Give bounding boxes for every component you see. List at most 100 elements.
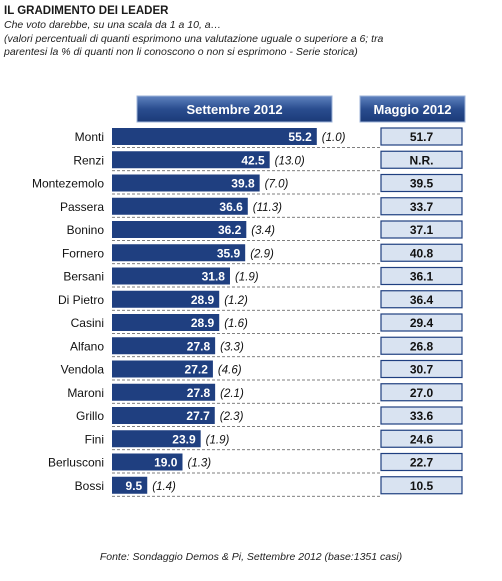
previous-value-box: [380, 220, 463, 239]
previous-value-box: [380, 476, 463, 495]
bar-value-label: 55.2: [288, 130, 312, 144]
previous-value-label: 37.1: [410, 223, 434, 237]
unknown-percent-label: (1.0): [322, 132, 346, 144]
unknown-percent-label: (11.3): [253, 202, 282, 214]
bar-value-label: 35.9: [217, 246, 241, 260]
previous-value-label: 24.6: [410, 432, 434, 446]
unknown-percent-label: (2.9): [250, 248, 274, 260]
bar: [112, 453, 183, 471]
unknown-percent-label: (1.2): [224, 295, 248, 307]
bar-value-label: 27.8: [187, 386, 211, 400]
category-label: Casini: [71, 316, 104, 330]
previous-value-label: 26.8: [410, 339, 434, 353]
previous-value-box: [380, 173, 463, 193]
bar-value-label: 31.8: [202, 270, 226, 284]
bar-value-label: 39.8: [231, 177, 255, 191]
previous-value-box: [380, 243, 463, 262]
previous-value-label: 39.5: [410, 177, 434, 191]
bar: [112, 197, 248, 215]
category-label: Montezemolo: [32, 177, 104, 191]
previous-value-label: N.R.: [410, 153, 434, 167]
bar: [112, 174, 260, 192]
category-label: Passera: [60, 200, 104, 214]
unknown-percent-label: (1.9): [235, 272, 259, 284]
bar-value-label: 28.9: [191, 293, 215, 307]
unknown-percent-label: (2.1): [220, 388, 244, 400]
category-label: Monti: [75, 130, 104, 144]
previous-value-label: 33.6: [410, 409, 434, 423]
bar: [112, 244, 246, 262]
source-note: Fonte: Sondaggio Demos & Pi, Settembre 2…: [99, 551, 403, 563]
bar: [112, 407, 215, 424]
category-label: Fini: [85, 432, 104, 446]
unknown-percent-label: (1.6): [224, 318, 248, 330]
previous-value-label: 36.4: [410, 293, 434, 307]
bar-value-label: 27.2: [185, 363, 209, 377]
bar-value-label: 36.6: [219, 200, 243, 214]
previous-value-box: [380, 429, 463, 448]
category-label: Grillo: [76, 409, 104, 423]
previous-value-label: 22.7: [410, 456, 434, 470]
category-label: Maroni: [67, 386, 104, 400]
category-label: Vendola: [61, 363, 105, 377]
previous-value-label: 29.4: [410, 316, 434, 330]
chart-subtitle-line-2: (valori percentuali di quanti esprimono …: [4, 33, 384, 45]
category-label: Bersani: [63, 270, 104, 284]
unknown-percent-label: (1.3): [187, 458, 211, 470]
series-header-september: Settembre 2012: [186, 102, 282, 117]
previous-value-box: [380, 336, 463, 355]
category-label: Bonino: [67, 223, 105, 237]
bar-value-label: 19.0: [154, 456, 178, 470]
bar: [112, 360, 213, 378]
category-label: Alfano: [70, 339, 104, 353]
previous-value-label: 51.7: [410, 130, 434, 144]
previous-value-label: 30.7: [410, 363, 434, 377]
bar: [112, 337, 216, 355]
previous-value-box: [380, 150, 463, 169]
previous-value-label: 10.5: [410, 479, 434, 493]
bar: [112, 290, 220, 308]
previous-value-box: [380, 406, 463, 425]
bar: [112, 314, 220, 331]
previous-value-label: 33.7: [410, 200, 434, 214]
previous-value-box: [380, 383, 463, 402]
unknown-percent-label: (1.9): [206, 434, 230, 446]
series-header-may-bg: [359, 95, 466, 123]
previous-value-box: [380, 127, 463, 146]
bar: [112, 221, 247, 238]
unknown-percent-label: (7.0): [265, 179, 289, 191]
category-label: Fornero: [62, 246, 104, 260]
unknown-percent-label: (3.4): [251, 225, 275, 237]
unknown-percent-label: (13.0): [275, 155, 305, 167]
bar: [112, 151, 270, 169]
bar-value-label: 28.9: [191, 316, 215, 330]
unknown-percent-label: (3.3): [220, 341, 244, 353]
unknown-percent-label: (2.3): [220, 411, 244, 423]
bar-value-label: 27.8: [187, 339, 211, 353]
previous-value-box: [380, 266, 463, 286]
unknown-percent-label: (1.4): [152, 481, 176, 493]
bar: [112, 430, 201, 448]
bar: [112, 476, 148, 494]
bar-value-label: 36.2: [218, 223, 242, 237]
previous-value-box: [380, 313, 463, 332]
category-label: Renzi: [73, 153, 104, 167]
bar-value-label: 42.5: [241, 153, 265, 167]
previous-value-label: 40.8: [410, 246, 434, 260]
series-header-may: Maggio 2012: [373, 102, 451, 117]
category-label: Berlusconi: [48, 456, 104, 470]
bar-value-label: 23.9: [172, 432, 196, 446]
chart-title: IL GRADIMENTO DEI LEADER: [4, 5, 169, 17]
chart-subtitle-line-1: Che voto darebbe, su una scala da 1 a 10…: [4, 19, 222, 31]
previous-value-label: 27.0: [410, 386, 434, 400]
previous-value-box: [380, 452, 463, 472]
previous-value-box: [380, 197, 463, 216]
previous-value-box: [380, 359, 463, 379]
series-header-september-bg: [136, 95, 333, 123]
unknown-percent-label: (4.6): [218, 365, 242, 377]
bar-value-label: 9.5: [126, 479, 143, 493]
category-label: Di Pietro: [58, 293, 104, 307]
bar-value-label: 27.7: [186, 409, 210, 423]
chart-subtitle-line-3: parentesi la % di quanti non li conoscon…: [4, 46, 358, 58]
